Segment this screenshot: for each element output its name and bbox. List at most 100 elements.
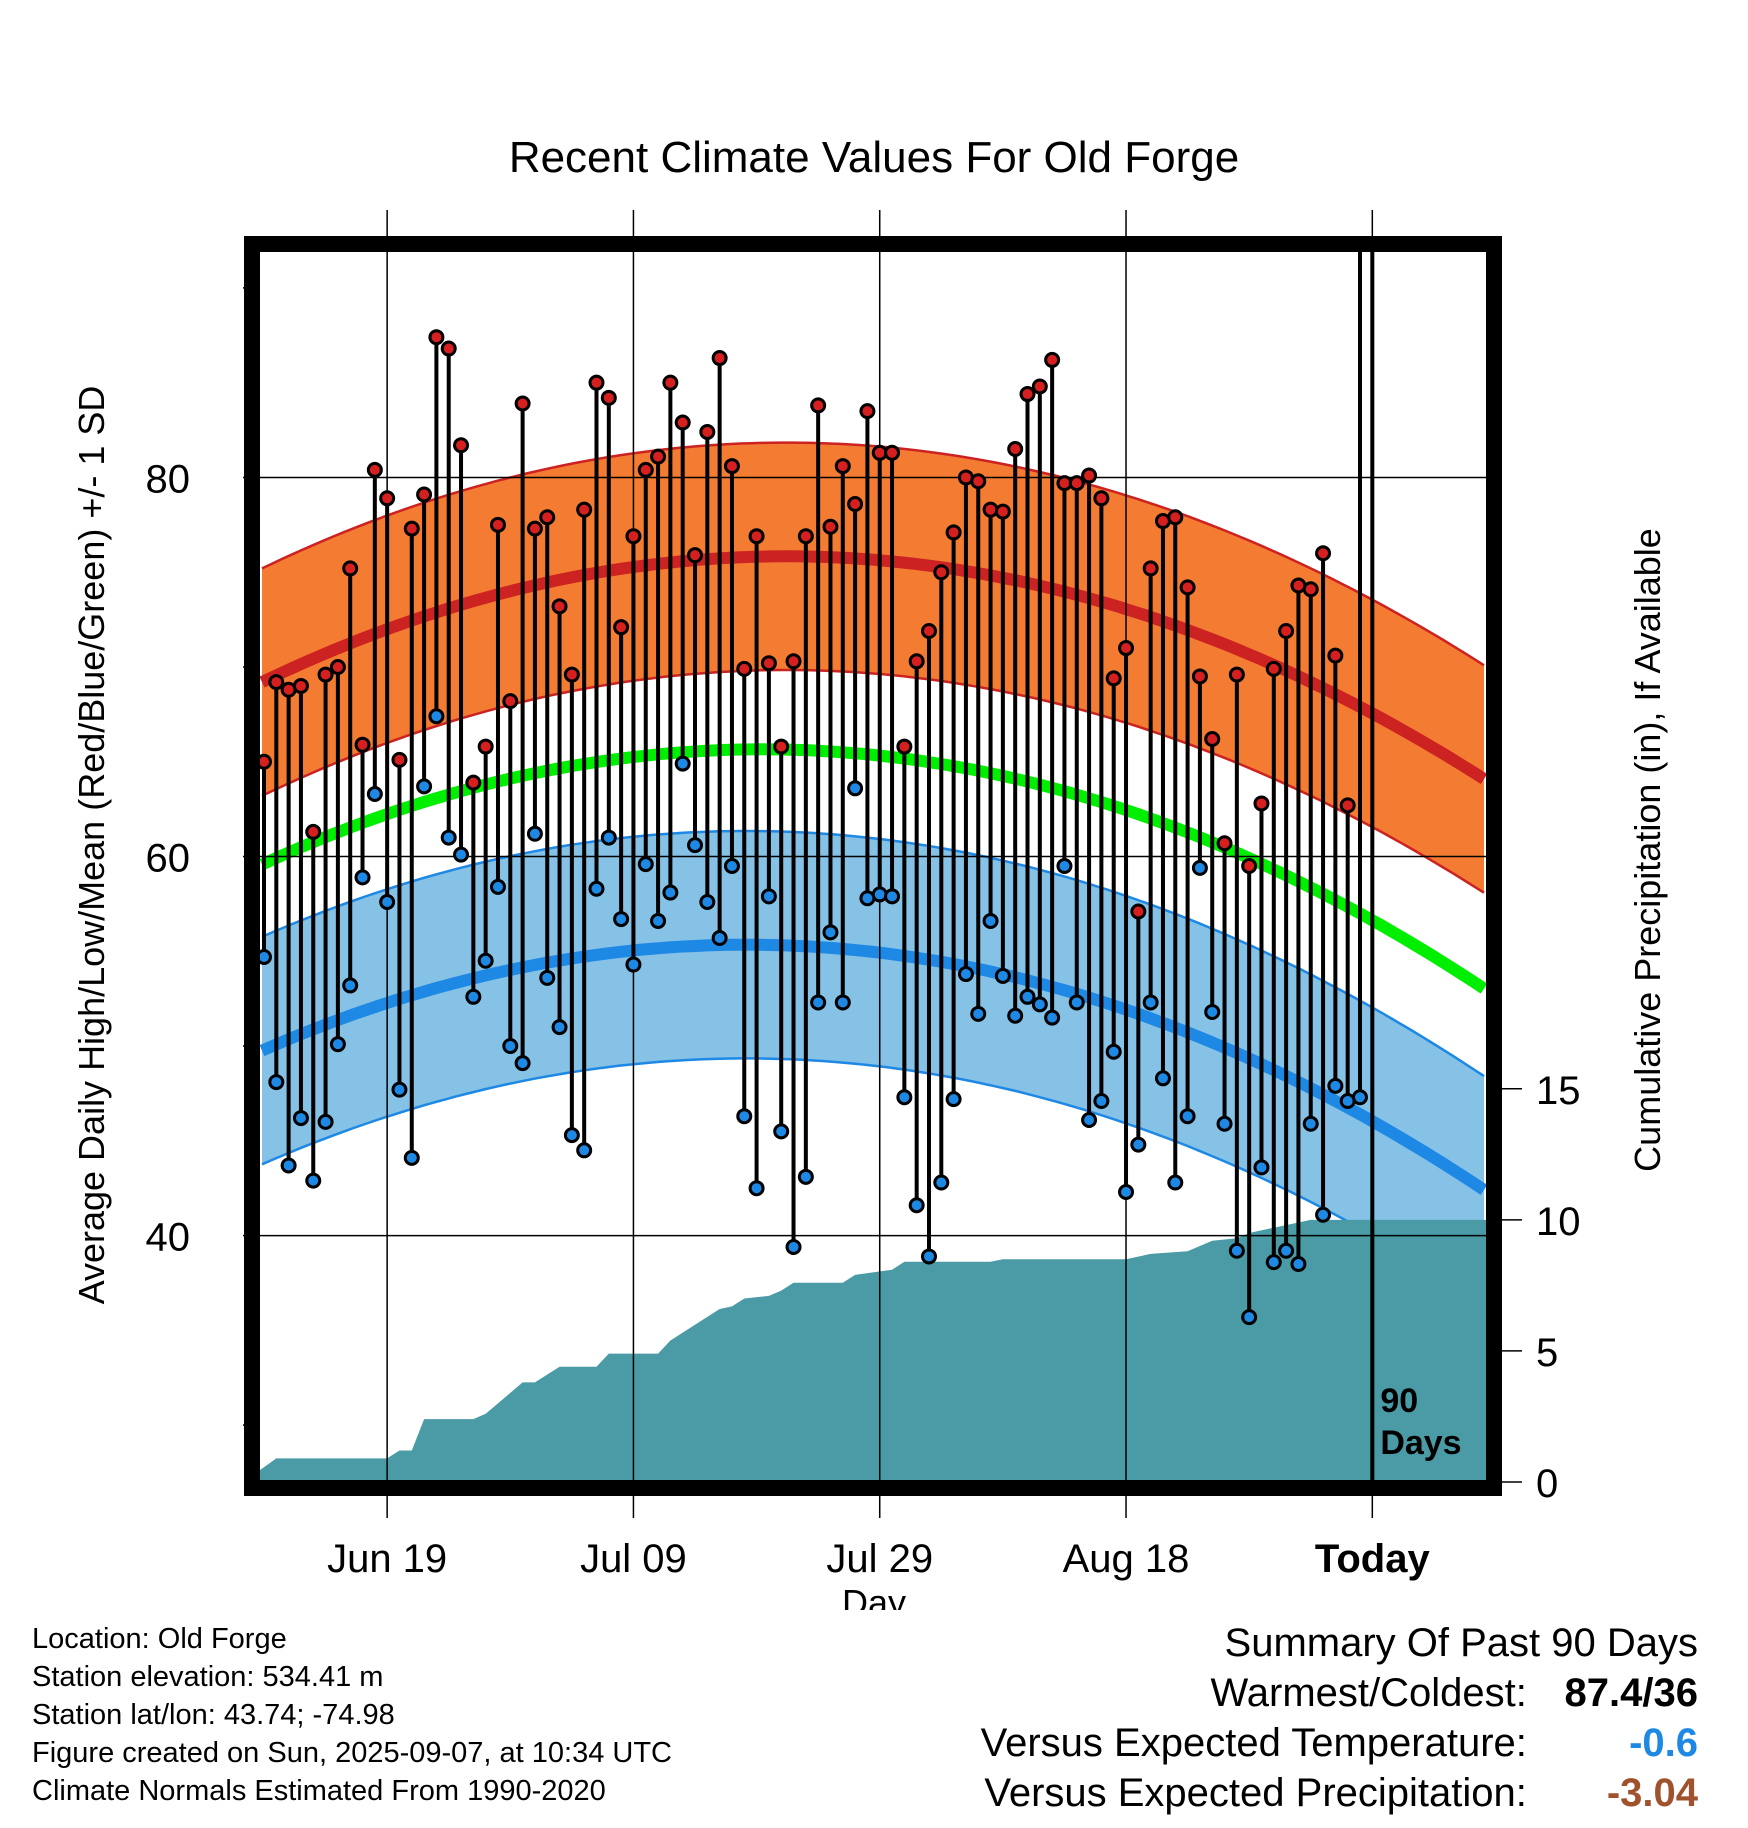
daily-high-point [258, 753, 272, 770]
daily-low-point [1191, 859, 1208, 876]
summary-temp-row: Versus Expected Temperature: -0.6 [981, 1718, 1698, 1768]
daily-high-point [1044, 351, 1061, 368]
daily-high-point [760, 655, 777, 672]
daily-low-point [920, 1248, 937, 1265]
daily-low-point [1302, 1115, 1319, 1132]
summary-warmest-row: Warmest/Coldest: 87.4/36 [981, 1668, 1699, 1718]
daily-high-point [1093, 490, 1110, 507]
daily-low-point [1142, 994, 1159, 1011]
daily-high-point [613, 619, 630, 636]
daily-low-point [258, 948, 272, 965]
daily-high-point [563, 666, 580, 683]
daily-high-point [1216, 835, 1233, 852]
daily-low-point [625, 956, 642, 973]
daily-high-point [1105, 670, 1122, 687]
daily-high-point [933, 564, 950, 581]
daily-low-point [1265, 1254, 1282, 1271]
daily-low-point [280, 1157, 297, 1174]
daily-low-point [428, 708, 445, 725]
daily-high-point [994, 503, 1011, 520]
daily-low-point [489, 878, 506, 895]
daily-high-point [1130, 903, 1147, 920]
daily-low-point [711, 930, 728, 947]
daily-low-point [600, 829, 617, 846]
daily-high-point [1179, 579, 1196, 596]
daily-low-point [551, 1019, 568, 1036]
summary-precip-row: Versus Expected Precipitation: -3.04 [981, 1768, 1698, 1818]
daily-high-point [908, 653, 925, 670]
daily-low-point [1154, 1070, 1171, 1087]
daily-high-point [723, 458, 740, 475]
daily-low-point [687, 837, 704, 854]
daily-low-point [797, 1168, 814, 1185]
daily-high-point [1241, 858, 1258, 874]
days-marker-label-line1: 90 [1380, 1382, 1418, 1420]
summary-panel: Summary Of Past 90 Days Warmest/Coldest:… [981, 1618, 1698, 1818]
plot-area: 90 Days 40 60 80 0 5 10 15 Jun 19 Jul 09 Jul 29 Aug … [146, 0, 1581, 1581]
daily-low-point [1167, 1174, 1184, 1191]
daily-high-point [896, 738, 913, 755]
daily-high-point [1068, 475, 1085, 492]
daily-high-point [1327, 647, 1344, 664]
daily-low-point [453, 846, 470, 863]
normal-low-line [259, 938, 1488, 1195]
daily-high-point [1253, 795, 1270, 812]
daily-high-point [736, 660, 753, 677]
daily-high-point [428, 329, 445, 346]
daily-low-point [317, 1113, 334, 1130]
daily-low-point [699, 894, 716, 911]
daily-high-point [797, 528, 814, 545]
daily-low-point [1130, 1136, 1147, 1153]
daily-low-point [440, 829, 457, 846]
daily-high-point [650, 448, 667, 465]
daily-high-point [416, 486, 433, 503]
temp-label: Versus Expected Temperature: [980, 1721, 1527, 1765]
daily-low-point [465, 988, 482, 1005]
daily-low-point [613, 911, 630, 928]
daily-low-point [896, 1089, 913, 1106]
daily-high-point [1354, 0, 1367, 7]
daily-high-point [1315, 545, 1332, 562]
x-tick-label: Jul 09 [580, 1537, 687, 1581]
daily-high-point [366, 461, 383, 478]
daily-high-point [576, 501, 593, 518]
days-marker-label-line2: Days [1380, 1424, 1461, 1462]
daily-high-point [317, 666, 334, 683]
daily-high-point [465, 774, 482, 791]
daily-low-point [637, 856, 654, 873]
daily-low-point [1118, 1184, 1135, 1201]
daily-high-point [305, 823, 322, 840]
daily-low-point [736, 1108, 753, 1125]
y2-axis-label: Cumulative Precipitation (in), If Availa… [1627, 528, 1668, 1172]
daily-low-point [650, 912, 667, 929]
daily-high-point [834, 458, 851, 475]
y2-tick-label: 15 [1536, 1069, 1581, 1113]
precip-value: -3.04 [1606, 1771, 1698, 1815]
daily-high-point [687, 547, 704, 564]
daily-high-point [1118, 640, 1135, 657]
daily-high-point [1007, 441, 1024, 458]
daily-low-point [1216, 1115, 1233, 1132]
daily-high-point [551, 598, 568, 615]
daily-low-point [908, 1197, 925, 1214]
warmest-value: 87.4/36 [1564, 1671, 1698, 1715]
daily-high-point [711, 350, 728, 367]
daily-low-point [416, 778, 433, 795]
y-axis-label: Average Daily High/Low/Mean (Red/Blue/Gr… [71, 386, 112, 1305]
daily-high-point [859, 403, 876, 420]
daily-low-point [810, 994, 827, 1011]
daily-low-point [477, 952, 494, 969]
daily-low-point [1253, 1159, 1270, 1176]
daily-low-point [1241, 1309, 1258, 1326]
normal-high-band-lower-edge [261, 668, 1485, 894]
daily-low-point [760, 888, 777, 905]
daily-high-point [1204, 731, 1221, 748]
x-tick-label: Jun 19 [327, 1537, 447, 1581]
normal-high-band [262, 442, 1484, 893]
precipitation-area [258, 1219, 1488, 1482]
daily-high-point [354, 736, 371, 753]
daily-low-point [822, 924, 839, 941]
daily-low-point [970, 1005, 987, 1022]
daily-low-point [563, 1127, 580, 1144]
plot-frame [244, 236, 1502, 1496]
